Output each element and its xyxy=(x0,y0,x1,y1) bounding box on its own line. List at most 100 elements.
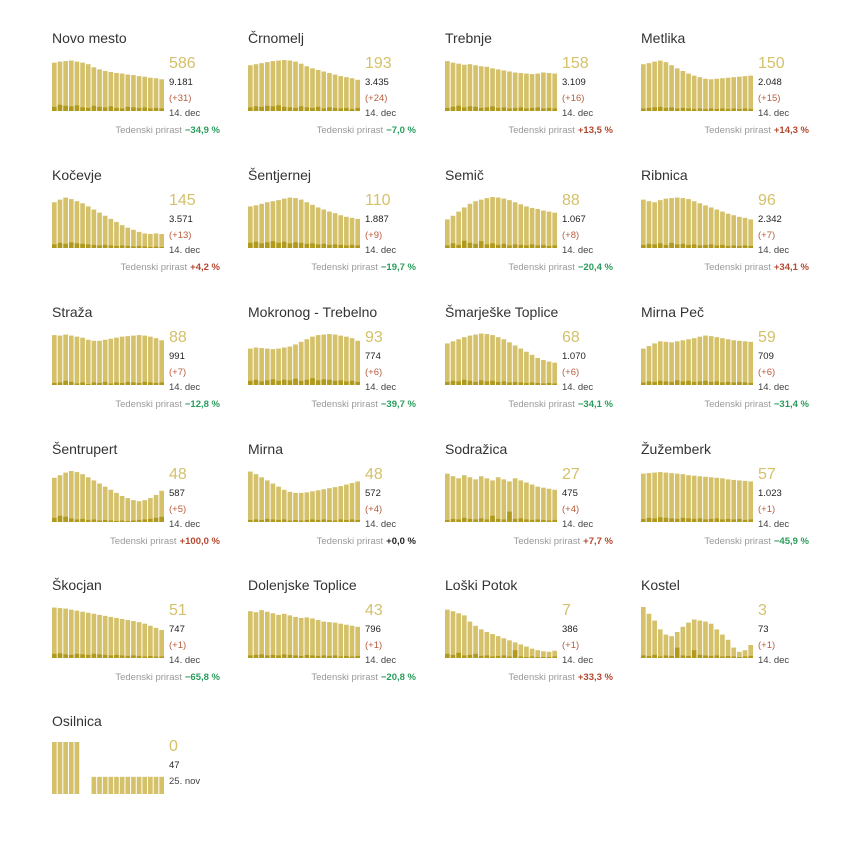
new-cases-bar xyxy=(102,381,108,385)
new-cases-bar xyxy=(287,243,293,248)
municipality-card: Mirna Peč 59 709 (+6) 14. dec Tedenski priras… xyxy=(641,304,811,434)
active-cases-bar xyxy=(264,348,270,385)
new-cases-bar xyxy=(159,108,164,111)
new-cases-bar xyxy=(85,654,91,658)
new-cases-bar xyxy=(125,245,131,248)
active-cases-bar xyxy=(686,622,691,658)
new-cases-bar xyxy=(529,244,535,248)
new-cases-bar xyxy=(304,107,310,111)
new-cases-bar xyxy=(641,518,646,522)
daily-change-value: (+31) xyxy=(169,93,192,104)
total-cases-value: 3.571 xyxy=(169,214,193,225)
new-cases-bar xyxy=(708,244,714,248)
new-cases-bar xyxy=(344,107,349,111)
active-cases-bar xyxy=(657,200,663,248)
active-cases-bar xyxy=(495,337,501,385)
new-cases-bar xyxy=(467,380,473,385)
new-cases-bar xyxy=(714,245,720,248)
new-cases-bar xyxy=(473,381,478,385)
new-cases-bar xyxy=(159,516,164,522)
total-cases-value: 796 xyxy=(365,624,381,635)
weekly-growth-row: Tedenski prirast −19,7 % xyxy=(311,262,416,273)
new-cases-bar xyxy=(148,655,153,658)
active-cases-bar xyxy=(552,212,557,248)
active-cases-bar xyxy=(114,337,119,385)
new-cases-bar xyxy=(512,244,518,248)
active-cases-bar xyxy=(338,215,344,248)
daily-change-value: (+7) xyxy=(758,230,776,241)
weekly-growth-row: Tedenski prirast −45,9 % xyxy=(704,536,809,547)
active-cases-bar xyxy=(142,335,148,385)
active-cases-bar xyxy=(714,477,720,522)
daily-change-value: (+24) xyxy=(365,93,388,104)
active-cases-bar xyxy=(298,63,304,111)
new-cases-bar xyxy=(119,108,125,111)
active-cases-bar xyxy=(467,203,473,248)
active-cases-bar xyxy=(270,201,276,248)
municipality-name: Trebnje xyxy=(445,30,492,46)
daily-change-value: (+13) xyxy=(169,230,192,241)
sparkline-chart xyxy=(52,197,164,248)
active-cases-bar xyxy=(507,342,512,385)
active-cases-bar xyxy=(355,626,360,658)
new-cases-bar xyxy=(108,245,114,248)
new-cases-bar xyxy=(344,655,349,658)
active-cases-bar xyxy=(737,651,742,658)
active-cases-bar xyxy=(703,78,708,111)
new-cases-bar xyxy=(546,245,552,248)
active-cases-bar xyxy=(74,472,80,522)
new-cases-bar xyxy=(552,245,557,248)
new-cases-bar xyxy=(321,108,327,111)
new-cases-bar xyxy=(518,656,524,658)
new-cases-bar xyxy=(669,518,674,522)
active-cases-bar xyxy=(725,479,731,522)
data-date-label: 14. dec xyxy=(758,382,790,393)
data-date-label: 14. dec xyxy=(365,245,397,256)
new-cases-bar xyxy=(159,382,164,385)
active-cases-bar xyxy=(57,199,63,248)
active-cases-bar xyxy=(293,492,298,522)
new-cases-bar xyxy=(501,655,507,658)
active-cases-bar xyxy=(518,73,524,111)
new-cases-bar xyxy=(315,244,321,248)
new-cases-bar xyxy=(349,244,355,248)
active-cases-bar xyxy=(287,60,293,111)
new-cases-bar xyxy=(546,520,552,522)
new-cases-bar xyxy=(136,107,142,111)
total-cases-value: 1.023 xyxy=(758,488,782,499)
weekly-growth-label: Tedenski prirast xyxy=(120,262,188,273)
new-cases-bar xyxy=(663,107,669,111)
active-cases-bar xyxy=(80,611,85,658)
municipality-name: Sodražica xyxy=(445,441,508,457)
new-cases-bar xyxy=(310,243,315,248)
new-cases-bar xyxy=(355,245,360,248)
active-cases-value: 88 xyxy=(169,329,187,346)
new-cases-bar xyxy=(731,108,737,111)
weekly-growth-label: Tedenski prirast xyxy=(115,672,182,683)
active-cases-bar xyxy=(529,207,535,248)
active-cases-bar xyxy=(68,60,74,111)
total-cases-value: 1.067 xyxy=(562,214,586,225)
daily-change-value: (+1) xyxy=(365,640,383,651)
sparkline-chart xyxy=(52,742,164,794)
active-cases-bar xyxy=(102,615,108,658)
new-cases-bar xyxy=(248,380,253,385)
active-cases-value: 0 xyxy=(169,738,178,755)
daily-change-value: (+1) xyxy=(169,640,187,651)
active-cases-value: 43 xyxy=(365,602,383,619)
new-cases-bar xyxy=(708,108,714,111)
weekly-growth-value: −31,4 % xyxy=(773,399,809,410)
active-cases-bar xyxy=(293,344,298,385)
active-cases-bar xyxy=(327,73,332,111)
active-cases-bar xyxy=(114,617,119,658)
active-cases-bar xyxy=(102,486,108,522)
active-cases-bar xyxy=(136,76,142,111)
new-cases-bar xyxy=(270,654,276,658)
new-cases-bar xyxy=(253,106,259,111)
active-cases-bar xyxy=(674,473,680,522)
active-cases-bar xyxy=(119,776,125,794)
active-cases-bar xyxy=(338,335,344,385)
active-cases-bar xyxy=(641,348,646,385)
active-cases-bar xyxy=(456,613,461,658)
active-cases-bar xyxy=(281,198,287,248)
